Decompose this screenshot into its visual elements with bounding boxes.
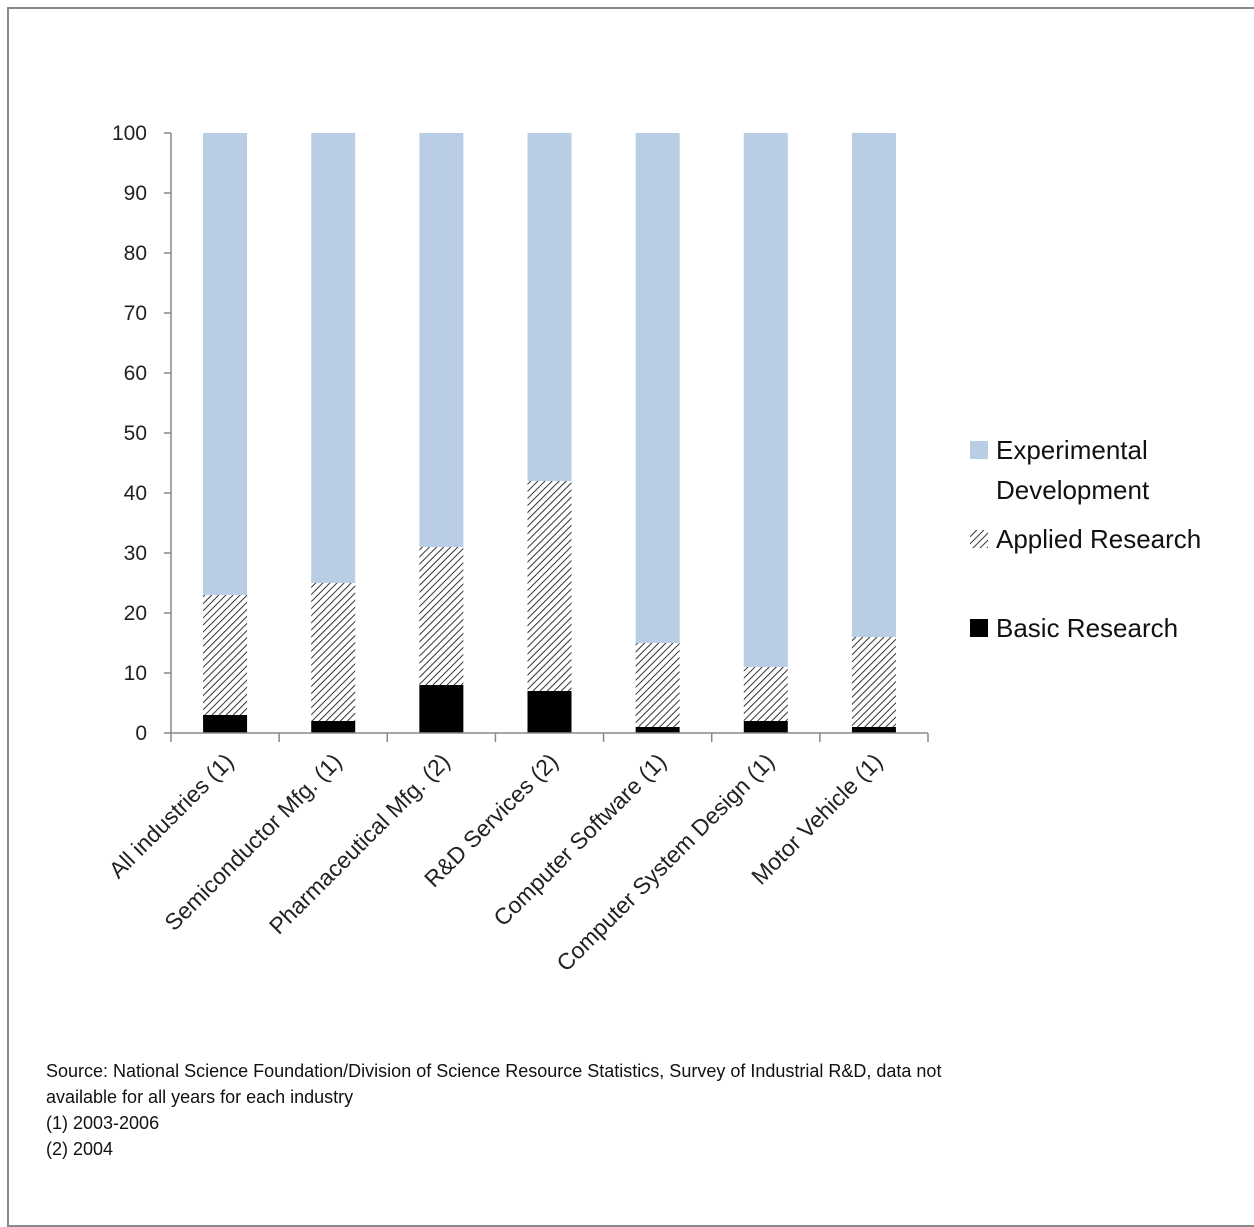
bar-basic-research-r-d-services-2 bbox=[527, 691, 572, 733]
y-tick-label: 50 bbox=[124, 422, 147, 445]
bar-applied-research-computer-system-design-1 bbox=[743, 667, 788, 721]
legend-swatch-applied-research bbox=[970, 530, 988, 548]
legend-label-experimental-development: Experimental bbox=[996, 435, 1148, 465]
y-tick-label: 20 bbox=[124, 602, 147, 625]
y-tick-label: 80 bbox=[124, 242, 147, 265]
bar-experimental-development-r-d-services-2 bbox=[527, 133, 572, 481]
y-tick-label: 40 bbox=[124, 482, 147, 505]
y-tick-label: 10 bbox=[124, 662, 147, 685]
bar-applied-research-r-d-services-2 bbox=[527, 481, 572, 691]
x-labels-group: All industries (1)Semiconductor Mfg. (1)… bbox=[104, 733, 929, 976]
bar-experimental-development-semiconductor-mfg-1 bbox=[311, 133, 356, 583]
bar-applied-research-motor-vehicle-1 bbox=[851, 637, 896, 727]
source-line-3: (1) 2003-2006 bbox=[46, 1113, 160, 1133]
bar-experimental-development-all-industries-1 bbox=[203, 133, 248, 595]
bar-experimental-development-computer-system-design-1 bbox=[743, 133, 788, 667]
y-tick-label: 100 bbox=[112, 122, 147, 145]
bar-experimental-development-computer-software-1 bbox=[635, 133, 680, 643]
y-tick-label: 90 bbox=[124, 182, 147, 205]
legend-label-applied-research: Applied Research bbox=[996, 524, 1201, 554]
source-line-2: available for all years for each industr… bbox=[46, 1087, 354, 1107]
bar-applied-research-semiconductor-mfg-1 bbox=[311, 583, 356, 721]
bar-basic-research-semiconductor-mfg-1 bbox=[311, 721, 356, 733]
source-note: Source: National Science Foundation/Divi… bbox=[46, 1058, 1046, 1162]
bar-basic-research-motor-vehicle-1 bbox=[851, 727, 896, 733]
y-tick-label: 70 bbox=[124, 302, 147, 325]
bar-basic-research-pharmaceutical-mfg-2 bbox=[419, 685, 464, 733]
bar-basic-research-computer-software-1 bbox=[635, 727, 680, 733]
y-ticks-group: 0 10 20 30 40 50 60 70 80 90 100 bbox=[112, 122, 171, 745]
bar-applied-research-all-industries-1 bbox=[203, 595, 248, 715]
legend-label-basic-research: Basic Research bbox=[996, 613, 1178, 643]
source-line-4: (2) 2004 bbox=[46, 1139, 114, 1159]
bar-applied-research-pharmaceutical-mfg-2 bbox=[419, 547, 464, 685]
bar-basic-research-computer-system-design-1 bbox=[743, 721, 788, 733]
legend-swatch-experimental-development bbox=[970, 441, 988, 459]
y-tick-label: 30 bbox=[124, 542, 147, 565]
legend-label-experimental-development: Development bbox=[996, 475, 1150, 505]
legend: Experimental Development Applied Research B… bbox=[970, 435, 1201, 643]
bars-group bbox=[203, 133, 896, 733]
x-category-label: Pharmaceutical Mfg. (2) bbox=[264, 748, 455, 939]
source-line-1: Source: National Science Foundation/Divi… bbox=[46, 1061, 942, 1081]
bar-experimental-development-motor-vehicle-1 bbox=[851, 133, 896, 637]
bar-basic-research-all-industries-1 bbox=[203, 715, 248, 733]
stacked-bar-chart: 0 10 20 30 40 50 60 70 80 90 100 All industries (1… bbox=[104, 122, 1202, 976]
x-category-label: Semiconductor Mfg. (1) bbox=[159, 748, 346, 935]
x-category-label: Computer Software (1) bbox=[488, 748, 671, 931]
legend-swatch-basic-research bbox=[970, 619, 988, 637]
y-tick-label: 60 bbox=[124, 362, 147, 385]
x-category-label: Computer System Design (1) bbox=[551, 748, 779, 976]
y-tick-label: 0 bbox=[135, 722, 147, 745]
bar-applied-research-computer-software-1 bbox=[635, 643, 680, 727]
bar-experimental-development-pharmaceutical-mfg-2 bbox=[419, 133, 464, 547]
